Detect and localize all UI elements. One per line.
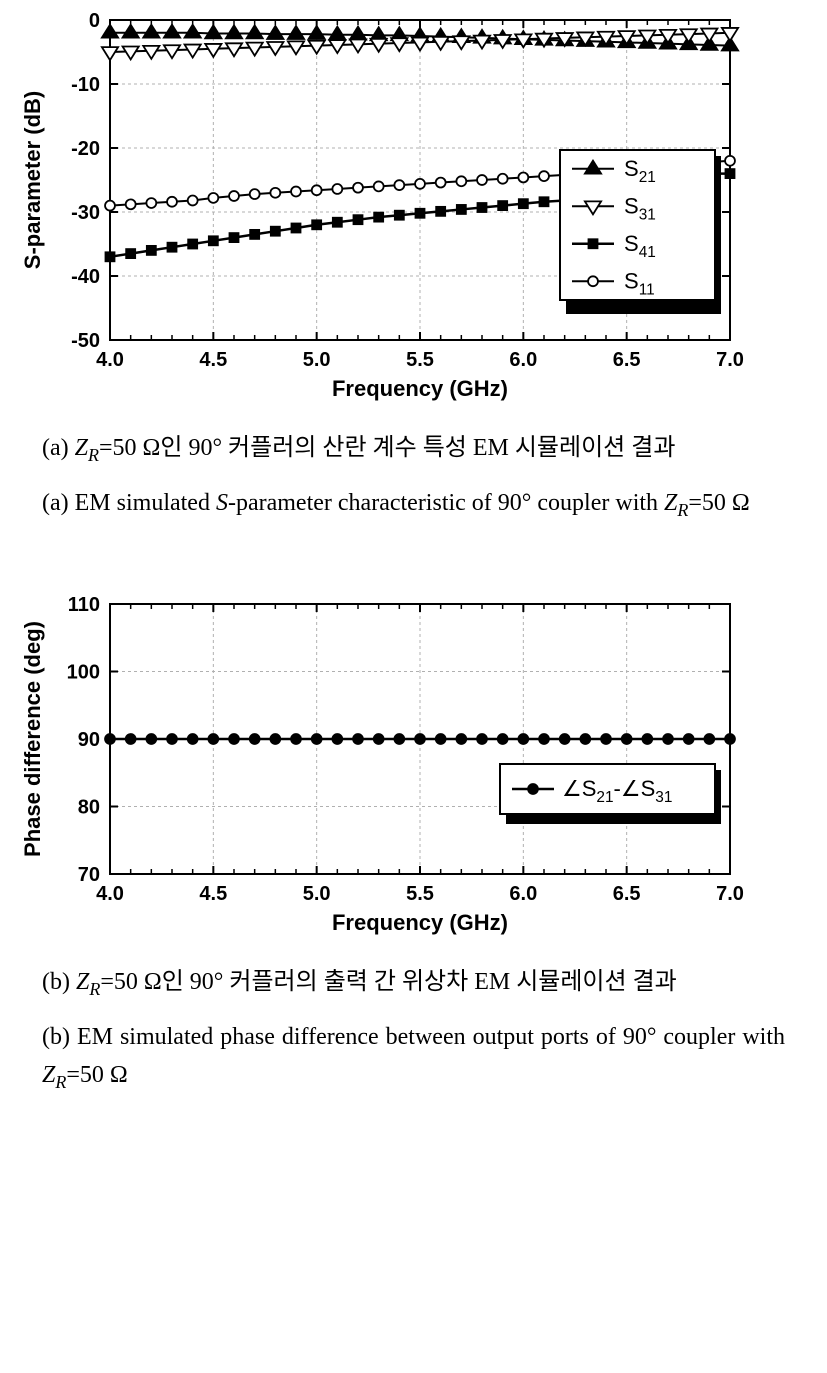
svg-text:-10: -10: [71, 74, 100, 96]
svg-text:Frequency (GHz): Frequency (GHz): [332, 376, 508, 401]
caption-a-en: (a) EM simulated S-parameter characteris…: [0, 470, 827, 525]
svg-text:-50: -50: [71, 330, 100, 352]
chart-b-svg: 4.0 4.5 5.0 5.5 6.0 6.5 7.0 70 80 90 100 110 Frequen…: [0, 584, 770, 944]
spacer: [0, 524, 827, 584]
chart-a-svg: 4.0 4.5 5.0 5.5 6.0 6.5 7.0 0 -10 -20 -30 -40 -50 Fre…: [0, 0, 770, 410]
caption-b-en: (b) EM simulated phase difference betwee…: [0, 1004, 827, 1097]
caption-b-label2: (b): [42, 1024, 70, 1050]
svg-text:4.0: 4.0: [96, 883, 124, 905]
svg-text:4.0: 4.0: [96, 349, 124, 371]
svg-text:7.0: 7.0: [716, 349, 744, 371]
caption-a-label: (a): [42, 435, 69, 461]
caption-b-kr: (b) ZR=50 Ω인 90° 커플러의 출력 간 위상차 EM 시뮬레이션 …: [0, 949, 827, 1004]
svg-text:7.0: 7.0: [716, 883, 744, 905]
caption-a-label2: (a): [42, 490, 69, 516]
caption-b-label: (b): [42, 969, 70, 995]
caption-a-kr: (a) ZR=50 Ω인 90° 커플러의 산란 계수 특성 EM 시뮬레이션 …: [0, 415, 827, 470]
svg-text:S-parameter (dB): S-parameter (dB): [20, 91, 45, 269]
svg-text:6.0: 6.0: [509, 883, 537, 905]
svg-text:6.0: 6.0: [509, 349, 537, 371]
svg-text:110: 110: [68, 594, 100, 616]
svg-text:Frequency (GHz): Frequency (GHz): [332, 910, 508, 935]
svg-text:6.5: 6.5: [613, 349, 641, 371]
chart-b-container: 4.0 4.5 5.0 5.5 6.0 6.5 7.0 70 80 90 100 110 Frequen…: [0, 584, 827, 949]
svg-text:4.5: 4.5: [199, 349, 227, 371]
svg-text:100: 100: [67, 662, 100, 684]
svg-text:4.5: 4.5: [199, 883, 227, 905]
svg-text:-20: -20: [71, 138, 100, 160]
svg-text:Phase difference (deg): Phase difference (deg): [20, 621, 45, 857]
svg-text:5.5: 5.5: [406, 349, 434, 371]
svg-text:5.5: 5.5: [406, 883, 434, 905]
svg-text:5.0: 5.0: [303, 349, 331, 371]
svg-text:6.5: 6.5: [613, 883, 641, 905]
svg-text:70: 70: [78, 864, 100, 886]
chart-a-container: 4.0 4.5 5.0 5.5 6.0 6.5 7.0 0 -10 -20 -30 -40 -50 Fre…: [0, 0, 827, 415]
svg-text:0: 0: [89, 10, 100, 32]
svg-text:-40: -40: [71, 266, 100, 288]
svg-text:5.0: 5.0: [303, 883, 331, 905]
svg-text:-30: -30: [71, 202, 100, 224]
svg-text:90: 90: [78, 729, 100, 751]
svg-text:80: 80: [78, 797, 100, 819]
